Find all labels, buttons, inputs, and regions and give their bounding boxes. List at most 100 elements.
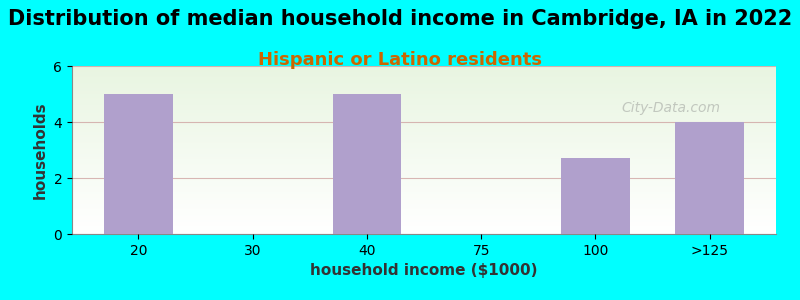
Bar (72, 171, 776, 172)
Bar (72, 81, 776, 82)
Bar (72, 155, 776, 156)
Bar (72, 84, 776, 85)
Bar (72, 141, 776, 142)
Bar (72, 220, 776, 221)
Bar (72, 122, 776, 123)
Bar (72, 148, 776, 149)
Bar (72, 212, 776, 213)
Bar (72, 158, 776, 159)
Bar (72, 111, 776, 112)
Bar (72, 219, 776, 220)
Bar (72, 144, 776, 145)
Bar (72, 135, 776, 136)
Bar (72, 139, 776, 140)
Bar (72, 88, 776, 89)
Bar (72, 67, 776, 68)
Bar (72, 99, 776, 100)
Bar (72, 173, 776, 174)
Bar (72, 83, 776, 84)
Bar (72, 76, 776, 77)
Bar (72, 143, 776, 144)
Bar (72, 121, 776, 122)
Bar (72, 124, 776, 125)
Bar (72, 98, 776, 99)
Bar (72, 101, 776, 102)
Bar (72, 162, 776, 163)
Bar (72, 167, 776, 168)
Bar (72, 132, 776, 133)
Bar (72, 114, 776, 115)
Bar (72, 216, 776, 217)
Bar (72, 214, 776, 215)
Bar (72, 227, 776, 228)
Bar (72, 163, 776, 164)
Bar (72, 87, 776, 88)
Bar (72, 107, 776, 108)
Bar (72, 176, 776, 177)
Bar (72, 96, 776, 97)
Bar (72, 203, 776, 204)
Bar (72, 137, 776, 138)
Bar (72, 90, 776, 91)
Bar (72, 103, 776, 104)
Bar (72, 156, 776, 157)
Bar (72, 66, 776, 67)
Bar (72, 92, 776, 93)
Bar (72, 194, 776, 195)
Bar (72, 82, 776, 83)
Bar (72, 145, 776, 146)
Bar (72, 217, 776, 218)
Bar (72, 182, 776, 183)
Bar (72, 183, 776, 184)
Bar (72, 100, 776, 101)
Text: Hispanic or Latino residents: Hispanic or Latino residents (258, 51, 542, 69)
Bar (72, 232, 776, 233)
Bar (72, 149, 776, 150)
Bar (72, 164, 776, 165)
Bar (72, 93, 776, 94)
Bar (72, 177, 776, 178)
Bar (72, 102, 776, 103)
Bar (72, 179, 776, 180)
Bar (104, 94, 173, 234)
Bar (72, 224, 776, 225)
Bar (72, 191, 776, 192)
Bar (72, 200, 776, 201)
Bar (72, 133, 776, 134)
Bar (72, 74, 776, 75)
Text: City-Data.com: City-Data.com (621, 101, 720, 115)
Bar (72, 198, 776, 199)
Bar (72, 70, 776, 71)
Bar (72, 69, 776, 70)
Bar (72, 199, 776, 200)
Bar (72, 205, 776, 206)
Bar (72, 222, 776, 223)
Bar (72, 204, 776, 205)
Bar (72, 140, 776, 141)
Bar (72, 152, 776, 153)
Bar (72, 188, 776, 189)
Bar (72, 213, 776, 214)
Bar (72, 100, 776, 101)
Bar (72, 72, 776, 73)
Bar (72, 202, 776, 203)
Bar (72, 106, 776, 107)
Bar (72, 142, 776, 143)
Bar (72, 206, 776, 207)
Bar (72, 150, 776, 151)
Bar (72, 131, 776, 132)
Bar (72, 195, 776, 196)
Bar (72, 190, 776, 191)
Bar (72, 230, 776, 231)
Bar (72, 180, 776, 181)
Bar (72, 91, 776, 92)
Bar (72, 73, 776, 74)
Bar (72, 97, 776, 98)
Bar (72, 172, 776, 173)
Bar (72, 68, 776, 69)
Bar (72, 119, 776, 120)
Bar (72, 95, 776, 96)
Bar (72, 181, 776, 182)
Bar (72, 118, 776, 119)
Bar (72, 169, 776, 170)
